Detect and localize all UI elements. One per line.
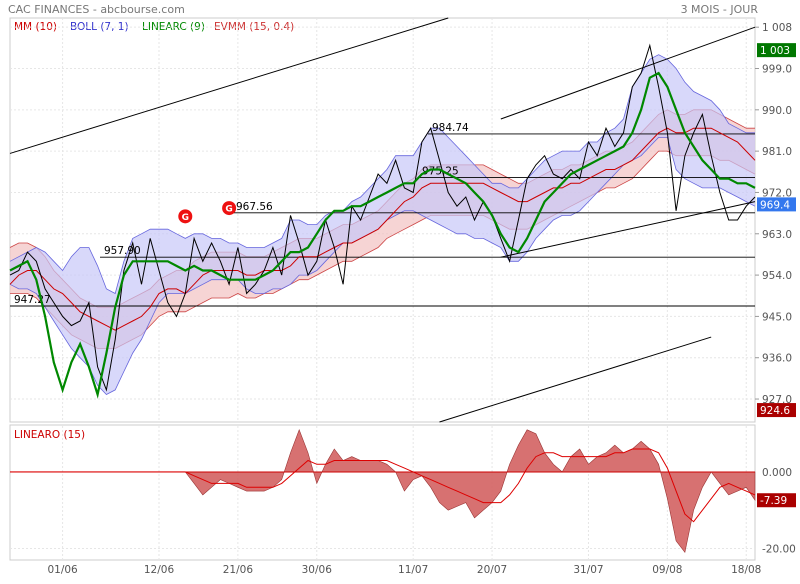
price-badge-bg xyxy=(757,43,796,58)
y-tick-label: 945.0 xyxy=(762,311,792,323)
y-tick-label: 981.0 xyxy=(762,146,792,158)
price-badge: 969.4 xyxy=(760,199,790,211)
oscillator-signal-line xyxy=(10,448,756,523)
ma-line xyxy=(9,127,756,331)
y-tick-label: 963.0 xyxy=(762,229,792,241)
x-tick-label: 12/06 xyxy=(144,564,175,576)
signal-marker-icon xyxy=(222,201,237,216)
x-tick-label: 11/07 xyxy=(398,564,428,576)
y-tick-label: 954.0 xyxy=(762,270,792,282)
oscillator-plot xyxy=(10,428,756,554)
y-tick-label: 927.0 xyxy=(762,394,792,406)
oscillator-badge: -7.39 xyxy=(760,495,787,507)
trendline xyxy=(9,17,449,154)
support-level-label: 967.56 xyxy=(236,201,273,213)
x-tick-label: 09/08 xyxy=(652,564,682,576)
legend-linearc: LINEARC (9) xyxy=(142,21,205,33)
oscillator-badge-bg xyxy=(757,493,796,508)
signal-marker-icon xyxy=(178,209,193,224)
y-tick-label: 936.0 xyxy=(762,353,792,365)
trendline xyxy=(500,26,756,120)
signal-marker-letter: G xyxy=(182,213,189,223)
y-tick-label: 999.0 xyxy=(762,64,792,76)
x-axis: 01/06 12/06 21/06 30/06 11/07 20/07 31/07 09/08… xyxy=(47,564,761,576)
osc-y-tick-label: 0.000 xyxy=(762,467,792,479)
signal-marker-letter: G xyxy=(225,205,232,215)
x-tick-label: 21/06 xyxy=(223,564,254,576)
support-level-label: 947.27 xyxy=(14,294,51,306)
price-panel-frame xyxy=(9,17,756,423)
price-line xyxy=(9,43,756,392)
y-tick-label: 990.0 xyxy=(762,105,792,117)
chart-period: 3 MOIS - JOUR xyxy=(681,3,759,16)
trendline xyxy=(439,336,712,423)
price-badge: 924.6 xyxy=(760,405,790,417)
x-tick-label: 18/08 xyxy=(731,564,761,576)
y-tick-label: 972.0 xyxy=(762,187,792,199)
trendline xyxy=(500,201,756,258)
x-tick-label: 30/06 xyxy=(302,564,333,576)
linearc-line xyxy=(9,71,756,399)
y-tick-label: 1 008 xyxy=(762,22,792,34)
oscillator-title: LINEARO (15) xyxy=(14,429,85,441)
price-badge: 1 003 xyxy=(760,45,790,57)
support-level-label: 984.74 xyxy=(432,122,469,134)
price-y-axis: 1 008 999.0 990.0 981.0 972.0 963.0 954.0 945.0… xyxy=(755,22,796,418)
oscillator-y-axis: 0.000 -20.00 -7.39 xyxy=(757,467,796,556)
price-badge-bg xyxy=(757,403,796,418)
x-tick-label: 20/07 xyxy=(477,564,507,576)
x-tick-label: 31/07 xyxy=(573,564,603,576)
x-tick-label: 01/06 xyxy=(47,564,78,576)
chart-source-title: CAC FINANCES - abcbourse.com xyxy=(8,3,185,16)
osc-y-tick-label: -20.00 xyxy=(762,544,796,556)
price-badge-bg xyxy=(757,197,796,212)
